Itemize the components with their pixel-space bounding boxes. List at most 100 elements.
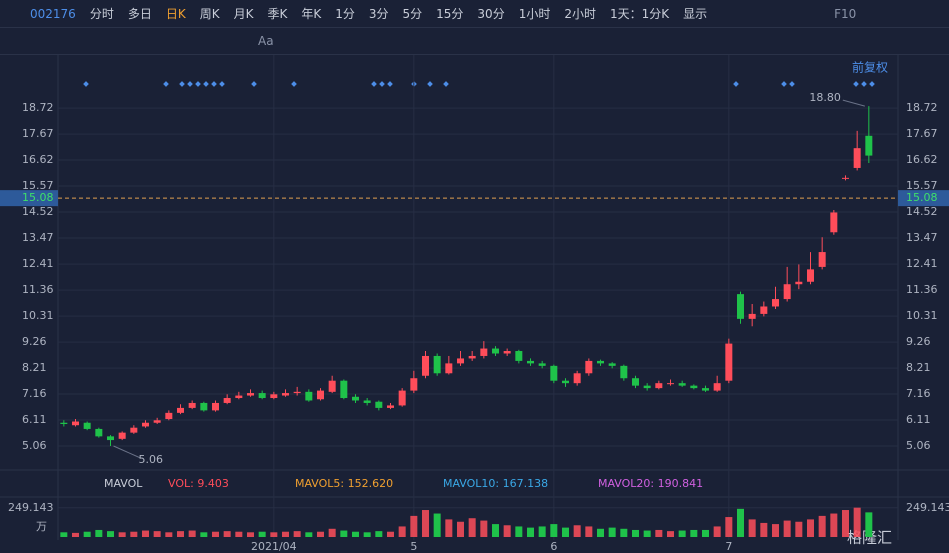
volume-bar <box>807 519 814 537</box>
min-label: 5.06 <box>139 453 164 466</box>
period-tab[interactable]: 日K <box>165 7 186 21</box>
annotation-leader <box>842 99 865 107</box>
volume-bar <box>375 531 383 537</box>
candle-body <box>200 402 208 411</box>
volume-bar <box>398 526 406 537</box>
volume-bar <box>492 524 499 537</box>
volume-bar <box>60 532 68 537</box>
y-tick-label: 14.52 <box>22 205 54 218</box>
candle-body <box>445 363 453 374</box>
volume-indicator-name[interactable]: MAVOL <box>104 477 143 490</box>
volume-bar <box>107 531 114 537</box>
x-tick-label: 6 <box>550 540 557 553</box>
volume-bar <box>293 531 301 537</box>
candle-body <box>188 402 196 408</box>
volume-bar <box>853 507 861 537</box>
volume-bar <box>340 530 348 537</box>
period-tab[interactable]: 3分 <box>368 7 389 21</box>
adjust-mode[interactable]: 前复权 <box>852 60 888 75</box>
period-tab[interactable]: 2小时 <box>564 7 596 21</box>
volume-bar <box>165 532 173 537</box>
period-tab[interactable]: 15分 <box>436 7 464 21</box>
candle-body <box>165 412 173 420</box>
volume-bar <box>772 524 779 537</box>
candle-body <box>818 252 826 267</box>
period-tab[interactable]: 月K <box>233 7 254 21</box>
candle-body <box>375 401 383 408</box>
y-tick-label: 17.67 <box>22 127 54 140</box>
candle-body <box>422 355 429 376</box>
range-select[interactable]: 1天：1分K <box>609 7 670 21</box>
volume-bar <box>690 529 698 537</box>
text-tool[interactable]: Aa <box>258 34 274 48</box>
candle-body <box>620 365 628 379</box>
candle-body <box>725 343 733 381</box>
period-tab[interactable]: 周K <box>199 7 220 21</box>
volume-bar <box>608 527 616 537</box>
candle-body <box>562 380 569 384</box>
period-tab[interactable]: 30分 <box>477 7 505 21</box>
volume-bar <box>468 518 476 537</box>
candle-body <box>118 432 126 439</box>
volume-bar <box>480 520 488 537</box>
volume-bar <box>188 530 196 537</box>
volume-bar <box>328 528 336 537</box>
annotation-leader <box>113 445 141 459</box>
candle-body <box>678 383 686 386</box>
candle-body <box>492 348 499 354</box>
period-tab[interactable]: 1小时 <box>518 7 551 21</box>
candle-body <box>748 313 756 319</box>
last-price-label: 15.08 <box>22 191 54 204</box>
candle-body <box>177 407 184 413</box>
y-tick-label: 8.21 <box>22 361 47 374</box>
volume-bar <box>725 517 733 537</box>
y-tick-label: 5.06 <box>906 439 931 452</box>
volume-bar <box>317 531 324 537</box>
candle-body <box>212 402 219 411</box>
candle-body <box>667 383 674 385</box>
display-menu[interactable]: 显示 <box>683 7 708 21</box>
y-tick-label: 9.26 <box>22 335 47 348</box>
candle-body <box>760 306 768 314</box>
candle-body <box>142 422 149 427</box>
f10-button[interactable]: F10 <box>834 6 857 21</box>
candle-body <box>352 396 359 401</box>
volume-bar <box>282 531 289 537</box>
volume-bar <box>842 510 849 537</box>
x-tick-label: 7 <box>725 540 732 553</box>
y-tick-label: 10.31 <box>22 309 54 322</box>
y-tick-label: 9.26 <box>906 335 931 348</box>
volume-bar <box>130 531 138 537</box>
period-tab[interactable]: 1分 <box>335 7 355 21</box>
period-tab[interactable]: 多日 <box>127 7 152 21</box>
y-tick-label: 18.72 <box>906 101 938 114</box>
period-tab[interactable]: 季K <box>267 7 288 21</box>
stock-code[interactable]: 002176 <box>30 6 76 21</box>
volume-tick-label: 249.143 <box>906 501 949 514</box>
volume-bar <box>597 528 604 537</box>
volume-bar <box>363 532 371 537</box>
y-tick-label: 6.11 <box>22 413 47 426</box>
volume-legend-item: MAVOL20: 190.841 <box>598 477 703 490</box>
period-tab[interactable]: 年K <box>301 7 322 21</box>
volume-bar <box>538 526 546 537</box>
y-tick-label: 16.62 <box>906 153 938 166</box>
y-tick-label: 6.11 <box>906 413 931 426</box>
period-tab[interactable]: 分时 <box>89 7 114 21</box>
volume-tick-label: 249.143 <box>8 501 54 514</box>
candle-body <box>783 284 791 300</box>
candle-body <box>457 358 464 364</box>
candle-body <box>585 360 593 374</box>
y-tick-label: 12.41 <box>22 257 54 270</box>
volume-bar <box>433 513 441 537</box>
volume-bar <box>95 529 103 537</box>
volume-bar <box>118 532 126 537</box>
y-tick-label: 14.52 <box>906 205 938 218</box>
volume-bar <box>305 532 313 537</box>
volume-bar <box>562 527 569 537</box>
toolbar: 002176 分时 多日 日K 周K 月K 季K 年K 1分 3分 5分 15分 30分 1小时 2小时 … <box>0 0 949 28</box>
candle-body <box>702 388 709 391</box>
volume-bar <box>527 527 534 537</box>
period-tab[interactable]: 5分 <box>402 7 423 21</box>
volume-legend-item: MAVOL5: 152.620 <box>295 477 393 490</box>
